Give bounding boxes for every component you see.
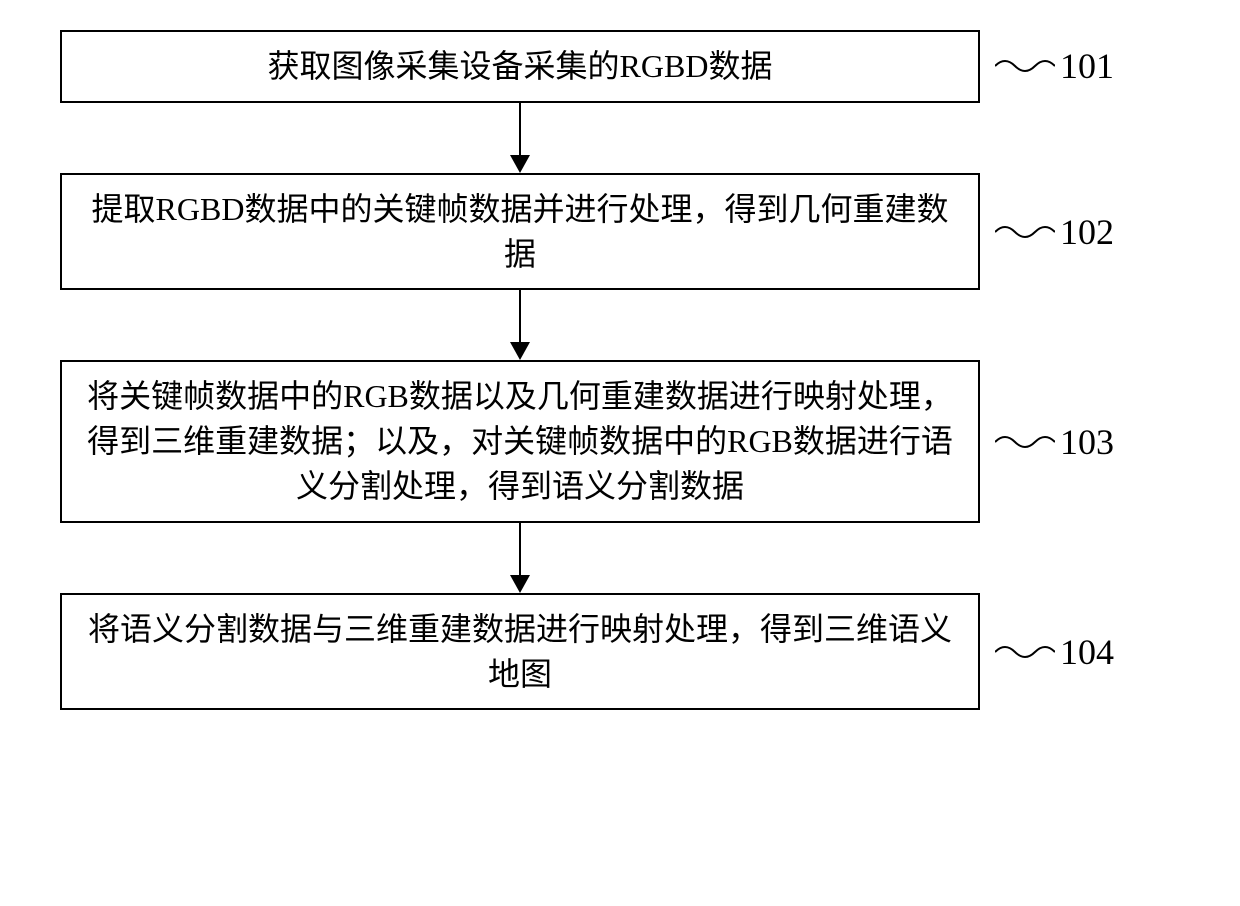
flow-step: 将语义分割数据与三维重建数据进行映射处理，得到三维语义地图 104	[60, 593, 1160, 711]
squiggle-icon	[995, 637, 1055, 667]
flow-step: 提取RGBD数据中的关键帧数据并进行处理，得到几何重建数据 102	[60, 173, 1160, 291]
arrow-down-icon	[510, 290, 530, 360]
step-label: 103	[1060, 421, 1114, 463]
step-connector: 104	[995, 631, 1114, 673]
step-label: 102	[1060, 211, 1114, 253]
step-label: 104	[1060, 631, 1114, 673]
arrow-down-icon	[510, 103, 530, 173]
step-label: 101	[1060, 45, 1114, 87]
squiggle-icon	[995, 51, 1055, 81]
flow-box-104: 将语义分割数据与三维重建数据进行映射处理，得到三维语义地图	[60, 593, 980, 711]
arrow-wrap	[60, 290, 980, 360]
flow-box-102: 提取RGBD数据中的关键帧数据并进行处理，得到几何重建数据	[60, 173, 980, 291]
arrow-wrap	[60, 523, 980, 593]
step-connector: 102	[995, 211, 1114, 253]
flow-box-103: 将关键帧数据中的RGB数据以及几何重建数据进行映射处理，得到三维重建数据；以及，…	[60, 360, 980, 522]
arrow-wrap	[60, 103, 980, 173]
flowchart-container: 获取图像采集设备采集的RGBD数据 101 提取RGBD数据中的关键帧数据并进行…	[60, 30, 1160, 710]
flow-step: 获取图像采集设备采集的RGBD数据 101	[60, 30, 1160, 103]
squiggle-icon	[995, 217, 1055, 247]
step-connector: 101	[995, 45, 1114, 87]
flow-box-101: 获取图像采集设备采集的RGBD数据	[60, 30, 980, 103]
step-connector: 103	[995, 421, 1114, 463]
flow-step: 将关键帧数据中的RGB数据以及几何重建数据进行映射处理，得到三维重建数据；以及，…	[60, 360, 1160, 522]
squiggle-icon	[995, 427, 1055, 457]
arrow-down-icon	[510, 523, 530, 593]
